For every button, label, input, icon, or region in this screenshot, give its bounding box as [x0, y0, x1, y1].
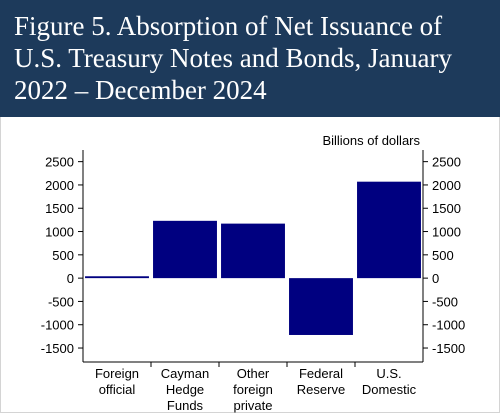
y-tick-label: 1000 [45, 225, 74, 240]
chart-title: Figure 5. Absorption of Net Issuance of … [14, 11, 452, 105]
y2-tick-label: -500 [432, 294, 458, 309]
y-tick-label: 500 [52, 248, 74, 263]
bar [85, 276, 149, 279]
y-tick-label: -500 [48, 294, 74, 309]
y-tick-label: -1000 [41, 318, 74, 333]
y2-tick-label: -1500 [432, 341, 465, 356]
x-tick-label: Foreign official [95, 366, 139, 397]
x-tick-label: U.S. Domestic [362, 366, 417, 397]
bar [289, 278, 353, 335]
y2-tick-label: 500 [432, 248, 454, 263]
y2-tick-label: 1500 [432, 201, 461, 216]
header: Figure 5. Absorption of Net Issuance of … [0, 0, 500, 117]
y2-tick-label: 0 [432, 271, 439, 286]
bar [153, 220, 217, 279]
y-tick-label: 2000 [45, 178, 74, 193]
y-tick-label: 2500 [45, 155, 74, 170]
y2-tick-label: 2500 [432, 155, 461, 170]
y-tick-label: 0 [67, 271, 74, 286]
x-tick-label: Other foreign private [233, 366, 273, 413]
y2-tick-label: -1000 [432, 318, 465, 333]
y2-tick-label: 2000 [432, 178, 461, 193]
x-tick-label: Federal Reserve [297, 366, 345, 397]
y-axis-label: Billions of dollars [322, 133, 420, 148]
bar [221, 223, 285, 279]
bar [357, 181, 421, 279]
y-tick-label: 1500 [45, 201, 74, 216]
y-tick-label: -1500 [41, 341, 74, 356]
y2-tick-label: 1000 [432, 225, 461, 240]
x-tick-label: Cayman Hedge Funds [161, 366, 209, 413]
